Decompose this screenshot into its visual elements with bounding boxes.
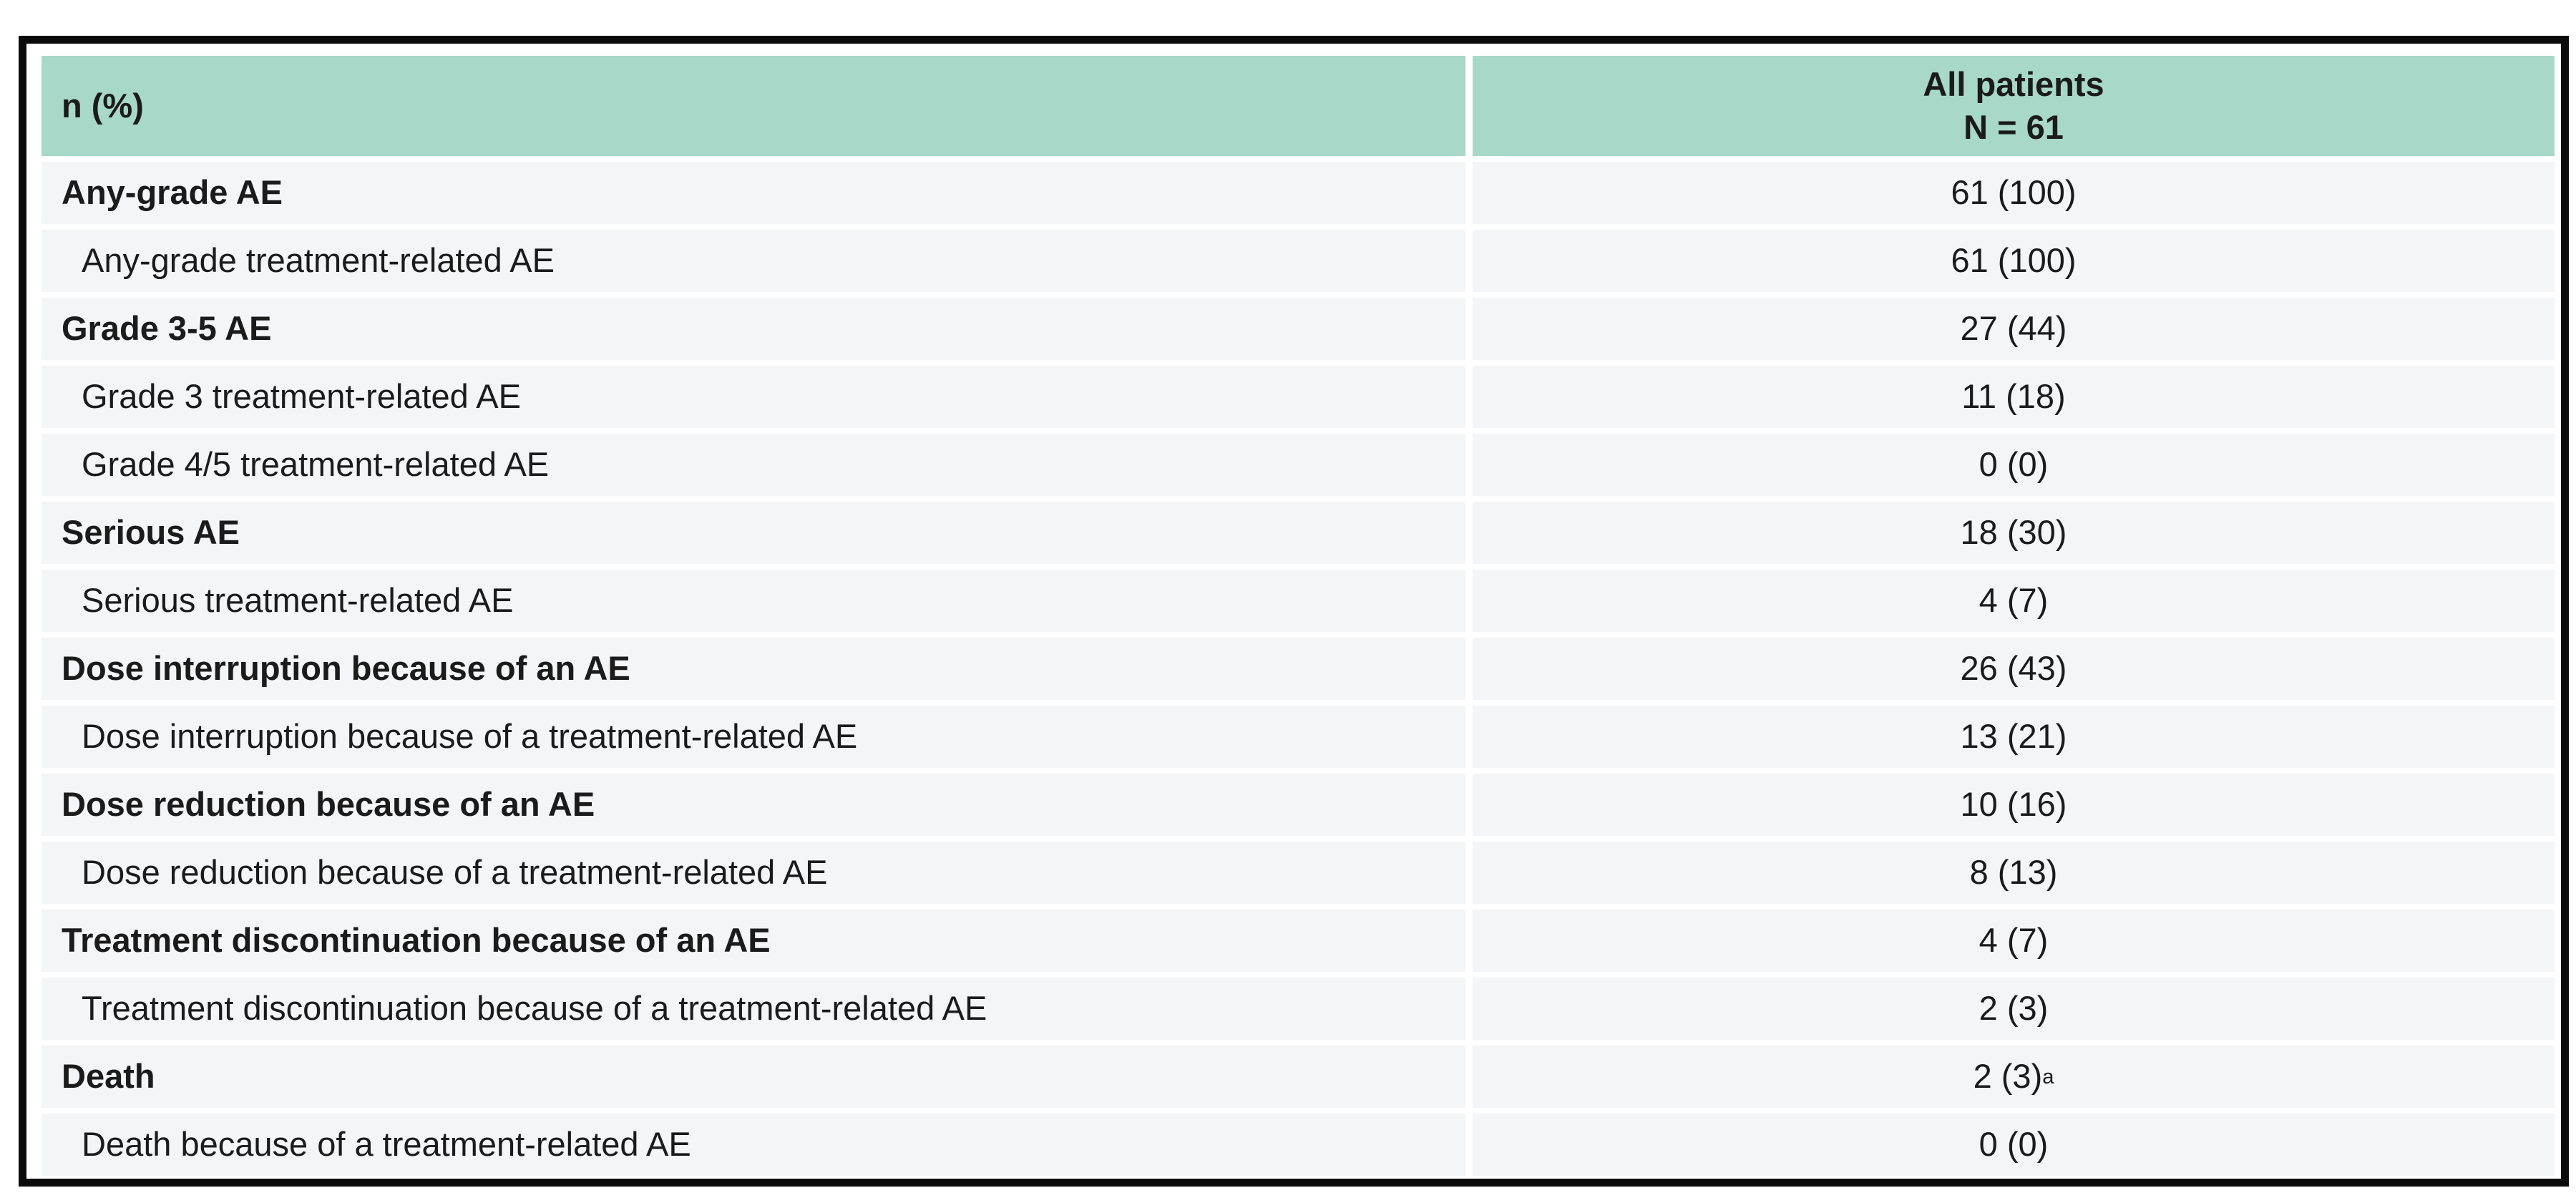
- row-value-text: 4 (7): [1979, 921, 2049, 960]
- column-header-n-percent: n (%): [42, 56, 1465, 156]
- column-header-all-patients: All patients N = 61: [1473, 56, 2555, 156]
- row-label: Grade 3-5 AE: [42, 298, 1465, 360]
- row-label: Serious AE: [42, 502, 1465, 564]
- row-value-text: 10 (16): [1960, 785, 2067, 824]
- row-label: Serious treatment-related AE: [42, 570, 1465, 632]
- row-value-text: 61 (100): [1951, 173, 2077, 212]
- row-value: 13 (21): [1473, 706, 2555, 768]
- row-label: Dose interruption because of an AE: [42, 638, 1465, 700]
- row-value-text: 2 (3): [1979, 989, 2049, 1028]
- row-label: Dose reduction because of a treatment-re…: [42, 842, 1465, 904]
- row-value-text: 26 (43): [1960, 649, 2067, 688]
- table-body: Any-grade AE 61 (100) Any-grade treatment-…: [42, 162, 2555, 1176]
- row-label: Dose reduction because of an AE: [42, 774, 1465, 836]
- table-row: Treatment discontinuation because of an …: [42, 910, 2555, 972]
- table-row: Grade 3-5 AE 27 (44): [42, 298, 2555, 360]
- row-value-text: 13 (21): [1960, 717, 2067, 756]
- table-row: Grade 4/5 treatment-related AE 0 (0): [42, 434, 2555, 496]
- row-value: 4 (7): [1473, 910, 2555, 972]
- row-value: 10 (16): [1473, 774, 2555, 836]
- table-row: Grade 3 treatment-related AE 11 (18): [42, 366, 2555, 428]
- table-outer-frame: n (%) All patients N = 61 Any-grade AE 61…: [19, 36, 2569, 1187]
- column-header-all-patients-text: All patients N = 61: [1473, 63, 2555, 149]
- row-value: 61 (100): [1473, 230, 2555, 292]
- header-line-n-61: N = 61: [1963, 108, 2064, 146]
- row-value-text: 11 (18): [1961, 377, 2066, 416]
- row-label: Grade 3 treatment-related AE: [42, 366, 1465, 428]
- row-value: 11 (18): [1473, 366, 2555, 428]
- table-row: Dose reduction because of an AE 10 (16): [42, 774, 2555, 836]
- row-label: Any-grade AE: [42, 162, 1465, 224]
- row-value-text: 4 (7): [1979, 581, 2049, 620]
- row-value: 61 (100): [1473, 162, 2555, 224]
- row-value: 2 (3) a: [1473, 1046, 2555, 1108]
- row-value-text: 2 (3): [1973, 1057, 2043, 1096]
- row-value: 26 (43): [1473, 638, 2555, 700]
- row-label: Dose interruption because of a treatment…: [42, 706, 1465, 768]
- row-value-text: 61 (100): [1951, 241, 2077, 280]
- row-value: 0 (0): [1473, 1114, 2555, 1176]
- table-row: Any-grade treatment-related AE 61 (100): [42, 230, 2555, 292]
- row-value: 0 (0): [1473, 434, 2555, 496]
- row-value-text: 27 (44): [1960, 309, 2067, 348]
- row-value: 2 (3): [1473, 978, 2555, 1040]
- table-row: Serious AE 18 (30): [42, 502, 2555, 564]
- row-value-text: 8 (13): [1969, 853, 2058, 892]
- row-label: Death because of a treatment-related AE: [42, 1114, 1465, 1176]
- table-row: Dose reduction because of a treatment-re…: [42, 842, 2555, 904]
- row-value: 4 (7): [1473, 570, 2555, 632]
- header-line-all-patients: All patients: [1923, 64, 2104, 103]
- row-label: Treatment discontinuation because of an …: [42, 910, 1465, 972]
- table-row: Any-grade AE 61 (100): [42, 162, 2555, 224]
- table-row: Dose interruption because of an AE 26 (43…: [42, 638, 2555, 700]
- row-value-text: 0 (0): [1979, 445, 2049, 484]
- table-row: Treatment discontinuation because of a t…: [42, 978, 2555, 1040]
- row-value-text: 0 (0): [1979, 1125, 2049, 1164]
- row-label: Grade 4/5 treatment-related AE: [42, 434, 1465, 496]
- row-value: 8 (13): [1473, 842, 2555, 904]
- table-row: Dose interruption because of a treatment…: [42, 706, 2555, 768]
- table-header-row: n (%) All patients N = 61: [42, 56, 2555, 156]
- row-label: Any-grade treatment-related AE: [42, 230, 1465, 292]
- table-row: Serious treatment-related AE 4 (7): [42, 570, 2555, 632]
- row-label: Death: [42, 1046, 1465, 1108]
- row-value: 18 (30): [1473, 502, 2555, 564]
- row-value-text: 18 (30): [1960, 513, 2067, 552]
- row-value: 27 (44): [1473, 298, 2555, 360]
- table-row: Death 2 (3) a: [42, 1046, 2555, 1108]
- table-row: Death because of a treatment-related AE 0…: [42, 1114, 2555, 1176]
- row-label: Treatment discontinuation because of a t…: [42, 978, 1465, 1040]
